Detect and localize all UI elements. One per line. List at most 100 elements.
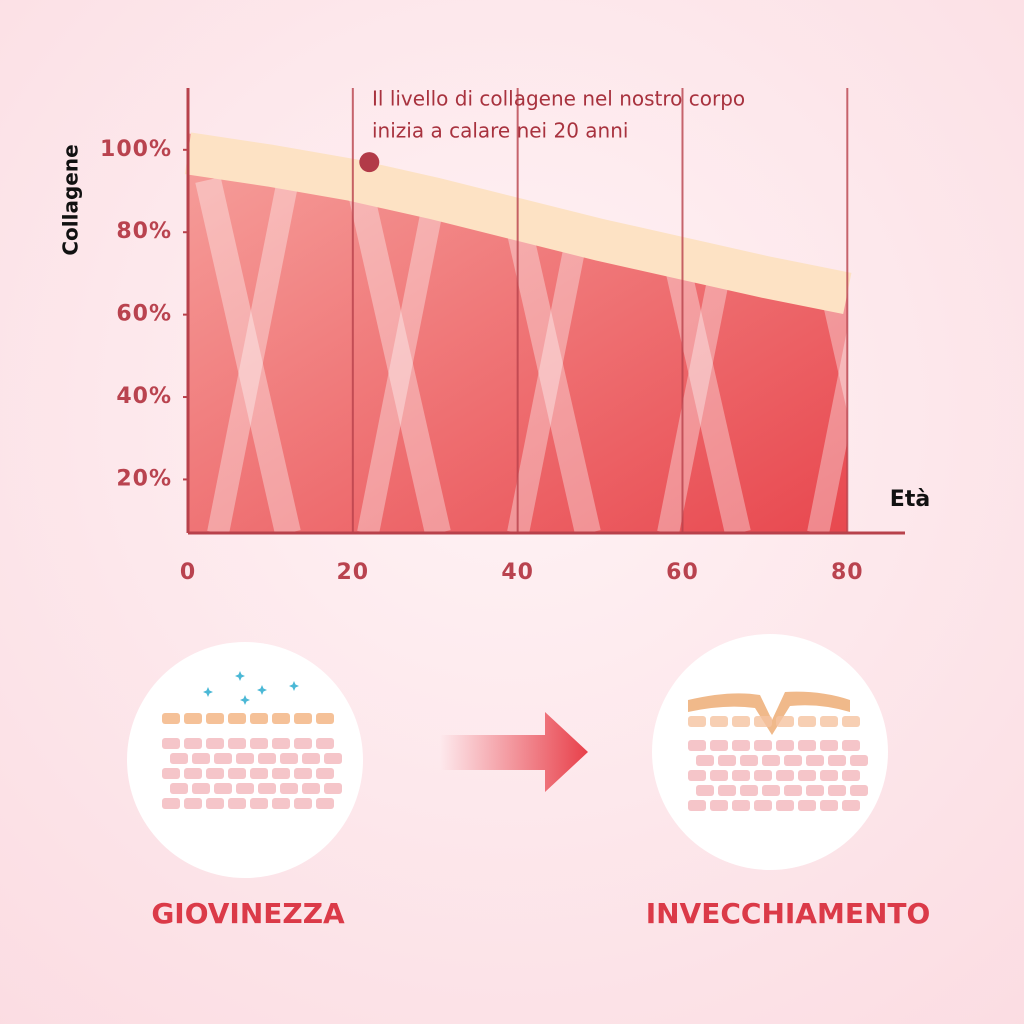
skin-cell [710, 800, 728, 811]
fiber [357, 177, 449, 533]
skin-cell [784, 755, 802, 766]
y-tick-label: 60% [116, 302, 172, 327]
skin-cell [806, 755, 824, 766]
skin-cell [184, 713, 202, 724]
y-tick-label: 80% [116, 219, 172, 244]
skin-cell [228, 798, 246, 809]
skin-cell [754, 716, 772, 727]
skin-cell [762, 785, 780, 796]
skin-cell [798, 740, 816, 751]
wrinkle-layer [688, 691, 850, 735]
skin-cell [162, 798, 180, 809]
skin-cell [784, 785, 802, 796]
skin-cell [850, 785, 868, 796]
skin-cell [696, 755, 714, 766]
y-axis-label: Collagene [59, 144, 83, 255]
skin-cell [718, 785, 736, 796]
skin-cell [170, 753, 188, 764]
skin-cell [754, 770, 772, 781]
skin-cell [688, 770, 706, 781]
skin-cell [192, 783, 210, 794]
skin-cell [696, 785, 714, 796]
skin-cell [184, 768, 202, 779]
skin-cell [842, 770, 860, 781]
skin-cell [316, 798, 334, 809]
skin-cell [806, 785, 824, 796]
illustrations [127, 634, 888, 878]
skin-cell [710, 716, 728, 727]
skin-cell [324, 783, 342, 794]
sparkle [235, 671, 245, 681]
skin-cell [316, 768, 334, 779]
fiber [807, 177, 848, 533]
skin-cell [740, 785, 758, 796]
skin-cell [214, 783, 232, 794]
skin-cell [740, 755, 758, 766]
skin-cell [228, 768, 246, 779]
skin-cell [250, 713, 268, 724]
skin-cell [732, 716, 750, 727]
skin-cell [842, 740, 860, 751]
skin-cell [820, 800, 838, 811]
skin-cell [842, 716, 860, 727]
skin-cell [294, 738, 312, 749]
skin-cell [732, 770, 750, 781]
x-tick-label: 40 [501, 560, 534, 585]
fiber [195, 177, 301, 533]
skin-cell [206, 768, 224, 779]
skin-cell [820, 740, 838, 751]
skin-cell [718, 755, 736, 766]
skin-cell [294, 798, 312, 809]
skin-cell [236, 783, 254, 794]
skin-cell [688, 800, 706, 811]
skin-cell [316, 713, 334, 724]
y-tick-label: 100% [100, 137, 172, 162]
skin-cell [162, 738, 180, 749]
skin-cell [162, 713, 180, 724]
skin-cell [258, 753, 276, 764]
skin-cell [280, 783, 298, 794]
skin-cell [820, 716, 838, 727]
skin-cell [762, 755, 780, 766]
skin-cell [842, 800, 860, 811]
skin-cell [710, 770, 728, 781]
skin-cell [258, 783, 276, 794]
skin-cell [272, 798, 290, 809]
skin-cell [170, 783, 188, 794]
skin-cell [302, 753, 320, 764]
annotation-line: Il livello di collagene nel nostro corpo [372, 87, 745, 111]
aging-circle [652, 634, 888, 870]
skin-cell [206, 738, 224, 749]
skin-cell [828, 785, 846, 796]
skin-cell [228, 738, 246, 749]
skin-cell [798, 800, 816, 811]
annotation-line: inizia a calare nei 20 anni [372, 119, 628, 143]
sparkle [289, 681, 299, 691]
skin-cell [316, 738, 334, 749]
skin-cell [250, 768, 268, 779]
skin-cell [250, 798, 268, 809]
skin-cell [798, 770, 816, 781]
skin-cell [324, 753, 342, 764]
skin-cell [272, 768, 290, 779]
skin-cell [272, 738, 290, 749]
skin-cell [192, 753, 210, 764]
skin-cell [228, 713, 246, 724]
aging-label: INVECCHIAMENTO [646, 897, 931, 930]
skin-cell [214, 753, 232, 764]
x-tick-label: 0 [180, 560, 196, 585]
x-tick-label: 20 [337, 560, 370, 585]
skin-cell [776, 800, 794, 811]
sparkle [240, 695, 250, 705]
skin-cell [754, 800, 772, 811]
skin-cell [236, 753, 254, 764]
skin-cell [732, 800, 750, 811]
skin-cell [688, 740, 706, 751]
skin-cell [162, 768, 180, 779]
skin-cell [754, 740, 772, 751]
x-tick-label: 80 [831, 560, 864, 585]
skin-cell [688, 716, 706, 727]
skin-cell [828, 755, 846, 766]
skin-cell [272, 713, 290, 724]
